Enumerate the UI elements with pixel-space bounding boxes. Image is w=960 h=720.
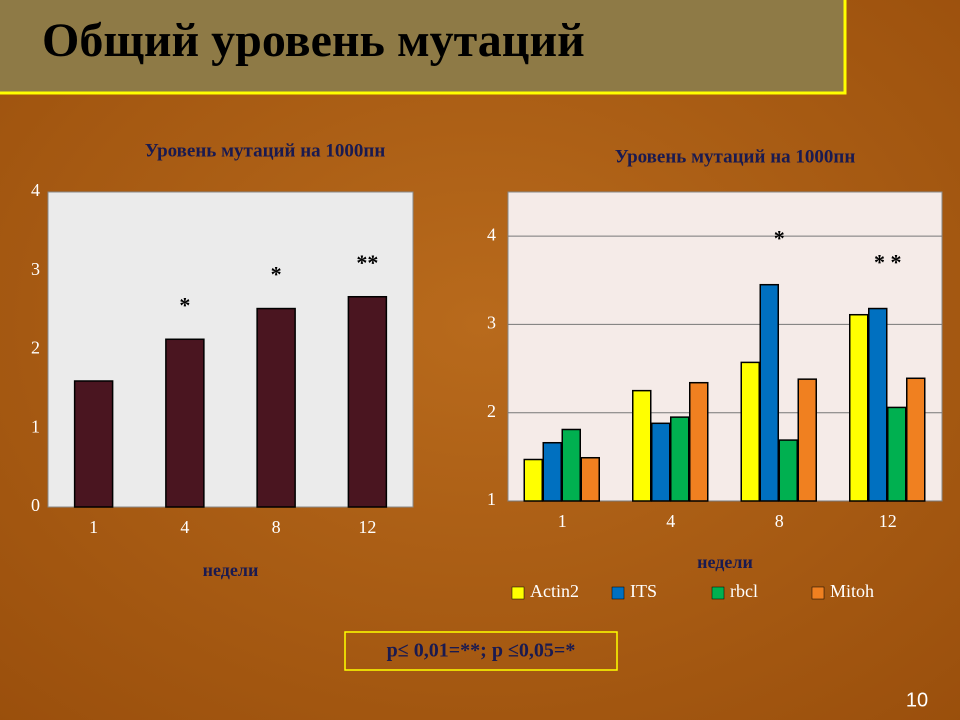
- x-tick-label: 1: [558, 511, 567, 531]
- y-tick-label: 0: [31, 495, 40, 515]
- chart-title: Уровень мутаций на 1000пн: [615, 146, 856, 167]
- legend-swatch: [511, 586, 525, 600]
- y-tick-label: 4: [487, 224, 496, 244]
- bar: [759, 283, 779, 502]
- bar: [670, 416, 690, 502]
- y-tick-label: 3: [31, 259, 40, 279]
- bar: [689, 381, 709, 502]
- bar: [740, 361, 760, 502]
- footnote-box: [344, 631, 618, 671]
- x-tick-label: 12: [358, 517, 376, 537]
- legend-swatch: [811, 586, 825, 600]
- x-tick-label: 8: [272, 517, 281, 537]
- legend-swatch: [711, 586, 725, 600]
- bar: [256, 307, 296, 508]
- title-box: [0, 0, 847, 95]
- legend-label: rbcl: [730, 581, 758, 601]
- chart-title: Уровень мутаций на 1000пн: [145, 140, 386, 161]
- annotation: **: [356, 250, 378, 275]
- legend-swatch: [611, 586, 625, 600]
- bar: [542, 441, 562, 502]
- x-axis-label: недели: [203, 560, 259, 580]
- y-tick-label: 2: [487, 401, 496, 421]
- bar: [868, 307, 888, 502]
- annotation: * *: [874, 250, 902, 275]
- y-tick-label: 1: [31, 416, 40, 436]
- x-tick-label: 4: [666, 511, 675, 531]
- x-tick-label: 12: [879, 511, 897, 531]
- bar: [651, 422, 671, 502]
- y-tick-label: 1: [487, 489, 496, 509]
- bar: [523, 458, 543, 502]
- annotation: *: [179, 292, 190, 317]
- bar: [906, 377, 926, 502]
- bar: [73, 380, 114, 508]
- annotation: *: [774, 226, 785, 251]
- annotation: *: [271, 262, 282, 287]
- bar: [887, 406, 907, 502]
- footnote: p≤ 0,01=**; p ≤0,05=*: [387, 640, 576, 662]
- legend-label: Actin2: [530, 581, 579, 601]
- x-tick-label: 8: [775, 511, 784, 531]
- legend-label: ITS: [630, 581, 657, 601]
- bar: [632, 389, 652, 502]
- bar: [580, 456, 600, 502]
- x-tick-label: 1: [89, 517, 98, 537]
- bar: [165, 338, 205, 508]
- slide-number: 10: [906, 689, 928, 711]
- y-tick-label: 4: [31, 180, 40, 200]
- y-tick-label: 3: [487, 313, 496, 333]
- bar: [797, 378, 817, 502]
- x-axis-label: недели: [697, 552, 753, 572]
- slide-title: Общий уровень мутаций: [42, 14, 585, 67]
- x-tick-label: 4: [180, 517, 189, 537]
- bar: [347, 295, 388, 508]
- bar: [778, 439, 798, 502]
- bar: [849, 313, 869, 502]
- bar: [561, 428, 581, 502]
- legend-label: Mitoh: [830, 581, 874, 601]
- y-tick-label: 2: [31, 338, 40, 358]
